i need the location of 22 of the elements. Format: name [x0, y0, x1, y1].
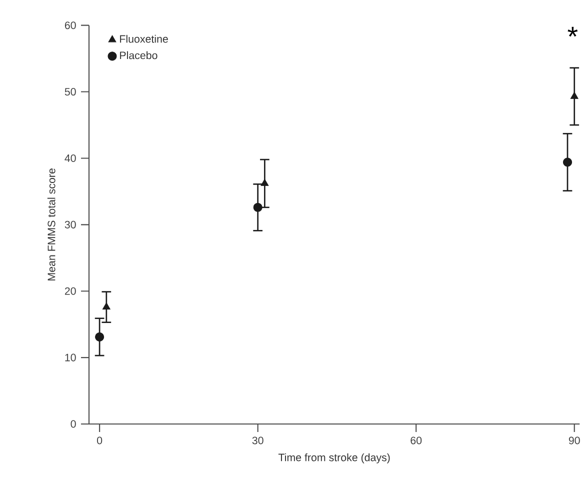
y-tick-label: 30 — [64, 220, 76, 228]
point — [95, 332, 104, 342]
y-tick-label: 10 — [65, 354, 76, 362]
y-tick-label: 50 — [64, 88, 76, 96]
y-tick-label: 40 — [64, 154, 76, 162]
point — [102, 302, 110, 310]
legend-label: Placebo — [120, 51, 158, 60]
y-tick-label: 20 — [64, 287, 76, 295]
point — [562, 158, 572, 167]
y-tick-label: 60 — [64, 22, 76, 30]
point — [260, 178, 269, 186]
legend-label: Fluoxetine — [120, 34, 168, 43]
y-axis-title: Mean FMMS total score — [47, 168, 56, 280]
annotation: * — [568, 26, 578, 37]
x-tick-label: 60 — [410, 436, 422, 444]
x-tick-label: 0 — [97, 436, 102, 444]
point — [570, 92, 578, 99]
x-tick-label: 30 — [252, 436, 264, 444]
x-axis-title: Time from stroke (days) — [278, 453, 390, 464]
y-tick-label: 0 — [70, 420, 76, 428]
x-tick-label: 90 — [568, 436, 580, 444]
point — [253, 202, 262, 212]
